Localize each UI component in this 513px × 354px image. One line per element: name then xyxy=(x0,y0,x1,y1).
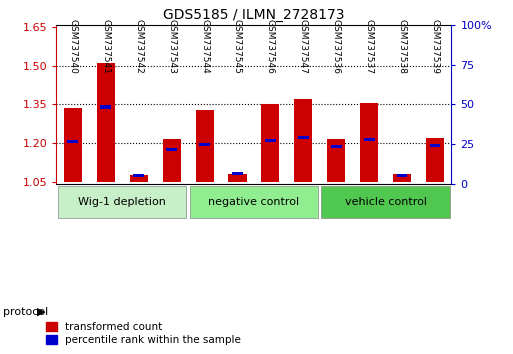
Bar xyxy=(294,99,312,182)
Bar xyxy=(166,148,177,151)
Bar xyxy=(261,104,280,182)
Bar xyxy=(360,103,378,182)
Bar xyxy=(232,172,243,175)
Text: GSM737546: GSM737546 xyxy=(266,19,275,74)
FancyBboxPatch shape xyxy=(190,186,318,218)
Bar xyxy=(133,173,144,177)
Text: Wig-1 depletion: Wig-1 depletion xyxy=(78,197,166,207)
Text: GSM737541: GSM737541 xyxy=(101,19,110,74)
Text: GSM737542: GSM737542 xyxy=(134,19,143,74)
Text: GSM737544: GSM737544 xyxy=(200,19,209,74)
Bar xyxy=(199,143,210,146)
Bar xyxy=(265,139,276,142)
Text: negative control: negative control xyxy=(208,197,300,207)
Text: GSM737540: GSM737540 xyxy=(68,19,77,74)
Bar xyxy=(393,174,411,182)
Text: GSM737538: GSM737538 xyxy=(398,19,407,74)
Text: GSM737536: GSM737536 xyxy=(332,19,341,74)
Text: GSM737537: GSM737537 xyxy=(365,19,373,74)
Legend: transformed count, percentile rank within the sample: transformed count, percentile rank withi… xyxy=(46,322,241,345)
Bar xyxy=(195,110,213,182)
Bar xyxy=(163,139,181,182)
Text: ▶: ▶ xyxy=(37,307,46,316)
Text: GSM737543: GSM737543 xyxy=(167,19,176,74)
Bar xyxy=(298,136,309,139)
Title: GDS5185 / ILMN_2728173: GDS5185 / ILMN_2728173 xyxy=(163,8,345,22)
Bar xyxy=(364,138,374,141)
Bar xyxy=(429,144,441,147)
FancyBboxPatch shape xyxy=(322,186,450,218)
Text: GSM737539: GSM737539 xyxy=(430,19,440,74)
Bar xyxy=(130,175,148,182)
Text: protocol: protocol xyxy=(3,307,48,316)
Bar xyxy=(64,108,82,182)
Bar xyxy=(67,140,78,143)
Bar xyxy=(228,174,247,182)
Bar xyxy=(101,105,111,109)
Bar xyxy=(327,139,345,182)
Bar xyxy=(97,63,115,182)
Bar xyxy=(426,138,444,182)
Bar xyxy=(397,173,407,177)
Text: GSM737547: GSM737547 xyxy=(299,19,308,74)
Text: vehicle control: vehicle control xyxy=(345,197,427,207)
Bar xyxy=(331,145,342,148)
Text: GSM737545: GSM737545 xyxy=(233,19,242,74)
FancyBboxPatch shape xyxy=(58,186,186,218)
